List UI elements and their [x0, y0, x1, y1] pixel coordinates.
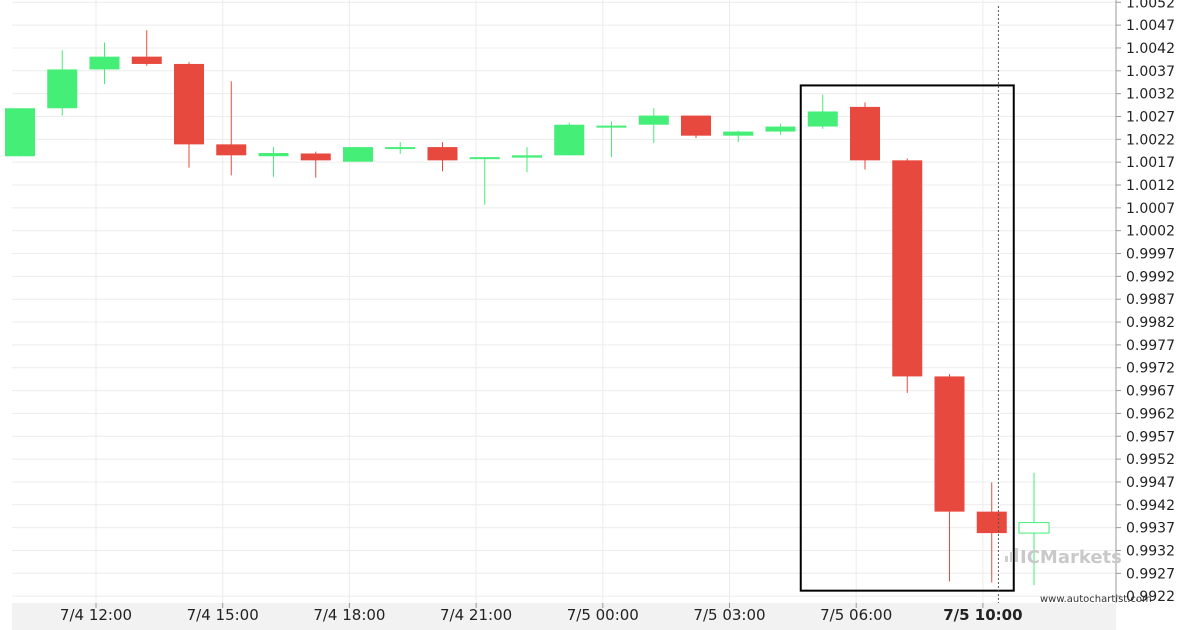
candle [681, 115, 711, 138]
watermark-site: www.autochartist.com [1040, 594, 1152, 605]
y-tick-label: 0.9927 [1126, 566, 1175, 582]
candle [5, 108, 35, 157]
candle-body [89, 56, 120, 70]
candle [47, 50, 78, 116]
x-tick-label: 7/4 12:00 [60, 606, 132, 624]
y-tick-label: 1.0007 [1126, 201, 1175, 217]
x-axis-band [12, 603, 1116, 630]
candle [554, 122, 585, 156]
candle-body [723, 131, 754, 136]
candle [343, 147, 373, 162]
x-tick-label: 7/5 03:00 [693, 606, 765, 624]
watermark-brand: ICMarkets [1020, 547, 1122, 568]
candle-body [174, 63, 204, 145]
x-tick-label: 7/4 15:00 [187, 606, 259, 624]
y-tick-label: 1.0027 [1126, 109, 1175, 125]
y-tick-label: 1.0047 [1126, 18, 1175, 34]
candle-body [300, 153, 331, 161]
candle-body [258, 153, 289, 157]
y-tick-label: 0.9952 [1126, 452, 1175, 468]
candle [596, 121, 627, 158]
y-tick-label: 0.9947 [1126, 475, 1175, 491]
candle [427, 142, 458, 172]
y-tick-label: 0.9937 [1126, 521, 1175, 537]
candle-body [512, 155, 542, 158]
candle-body [47, 69, 78, 109]
candle [976, 482, 1007, 583]
candle-body [934, 376, 965, 512]
icmarkets-logo-icon [1005, 548, 1018, 562]
y-tick-label: 1.0032 [1126, 87, 1175, 103]
candle-body [427, 147, 458, 161]
candle [216, 81, 247, 176]
candle-body [892, 160, 923, 377]
x-tick-label: 7/5 10:00 [943, 606, 1022, 624]
y-tick-label: 0.9922 [1126, 589, 1175, 605]
candle [850, 102, 880, 170]
candle [385, 142, 416, 154]
y-tick-label: 0.9987 [1126, 292, 1175, 308]
y-tick-label: 1.0012 [1126, 178, 1175, 194]
candle [300, 151, 331, 178]
y-tick-label: 0.9972 [1126, 361, 1175, 377]
candle-body [765, 126, 796, 132]
candle [1018, 472, 1050, 586]
y-tick-label: 1.0002 [1126, 224, 1175, 240]
candle [89, 42, 120, 85]
y-tick-label: 0.9932 [1126, 543, 1175, 559]
watermark: ICMarkets www.autochartist.com [1005, 547, 1152, 605]
candle [512, 147, 542, 173]
candle-body [5, 108, 35, 157]
candle-body [385, 147, 416, 150]
candle [131, 30, 162, 66]
x-tick-label: 7/4 18:00 [313, 606, 385, 624]
y-tick-label: 1.0022 [1126, 132, 1175, 148]
y-tick-label: 1.0017 [1126, 155, 1175, 171]
candle [174, 62, 204, 168]
y-tick-label: 0.9957 [1126, 429, 1175, 445]
candle-body [850, 106, 880, 161]
y-tick-label: 1.0037 [1126, 64, 1175, 80]
overlay [799, 6, 1015, 603]
candle [807, 94, 838, 129]
y-tick-label: 1.0052 [1126, 0, 1175, 11]
x-tick-label: 7/4 21:00 [440, 606, 512, 624]
candle [638, 108, 669, 143]
candle-body [596, 125, 627, 128]
candle-body [976, 511, 1007, 534]
candle-body [343, 147, 373, 162]
y-tick-label: 0.9962 [1126, 406, 1175, 422]
candle-body [216, 144, 247, 156]
y-tick-label: 0.9942 [1126, 498, 1175, 514]
candle-body [469, 157, 500, 160]
candle-body [638, 115, 669, 125]
candle-body [681, 115, 711, 136]
x-tick-label: 7/5 00:00 [567, 606, 639, 624]
candle [469, 157, 500, 205]
y-axis: 1.0052 1.0047 1.0042 1.0037 1.0032 1.0027 1.00… [1115, 0, 1175, 605]
candle-body [807, 111, 838, 127]
candle-body [554, 124, 585, 156]
y-tick-label: 0.9967 [1126, 384, 1175, 400]
candle [765, 123, 796, 135]
candle-body [1018, 522, 1050, 534]
candle [723, 130, 754, 143]
highlight-box [799, 84, 1015, 592]
candles [5, 30, 1050, 586]
candle-body [131, 56, 162, 64]
candle [258, 147, 289, 177]
y-tick-label: 0.9992 [1126, 269, 1175, 285]
y-tick-label: 0.9977 [1126, 338, 1175, 354]
candle [892, 158, 923, 393]
y-tick-label: 0.9982 [1126, 315, 1175, 331]
x-tick-label: 7/5 06:00 [820, 606, 892, 624]
x-axis: 7/4 12:00 7/4 15:00 7/4 18:00 7/4 21:00 7/5 … [12, 603, 1116, 630]
y-tick-label: 0.9997 [1126, 247, 1175, 263]
y-tick-label: 1.0042 [1126, 41, 1175, 57]
candle [934, 374, 965, 582]
